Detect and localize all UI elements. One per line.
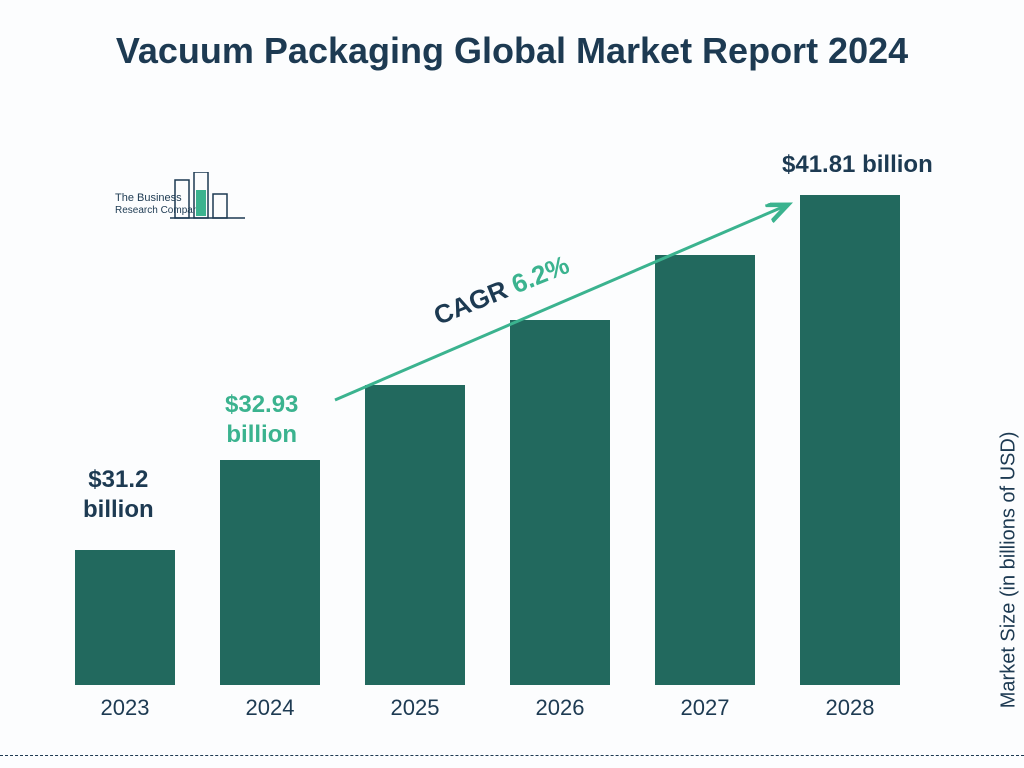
bar-2023 [75, 550, 175, 685]
value-label-0: $31.2billion [83, 465, 154, 525]
bar-2027 [655, 255, 755, 685]
value-label-2: $41.81 billion [782, 150, 933, 180]
bar-2025 [365, 385, 465, 685]
bar-chart [70, 185, 930, 685]
bar-2028 [800, 195, 900, 685]
xlabel-2026: 2026 [510, 695, 610, 721]
xlabel-2027: 2027 [655, 695, 755, 721]
chart-title: Vacuum Packaging Global Market Report 20… [0, 28, 1024, 73]
xlabel-2025: 2025 [365, 695, 465, 721]
xlabel-2028: 2028 [800, 695, 900, 721]
y-axis-label: Market Size (in billions of USD) [998, 432, 1021, 709]
footer-divider [0, 755, 1024, 756]
bar-2024 [220, 460, 320, 685]
xlabel-2024: 2024 [220, 695, 320, 721]
xlabel-2023: 2023 [75, 695, 175, 721]
bar-2026 [510, 320, 610, 685]
value-label-1: $32.93billion [225, 390, 298, 450]
